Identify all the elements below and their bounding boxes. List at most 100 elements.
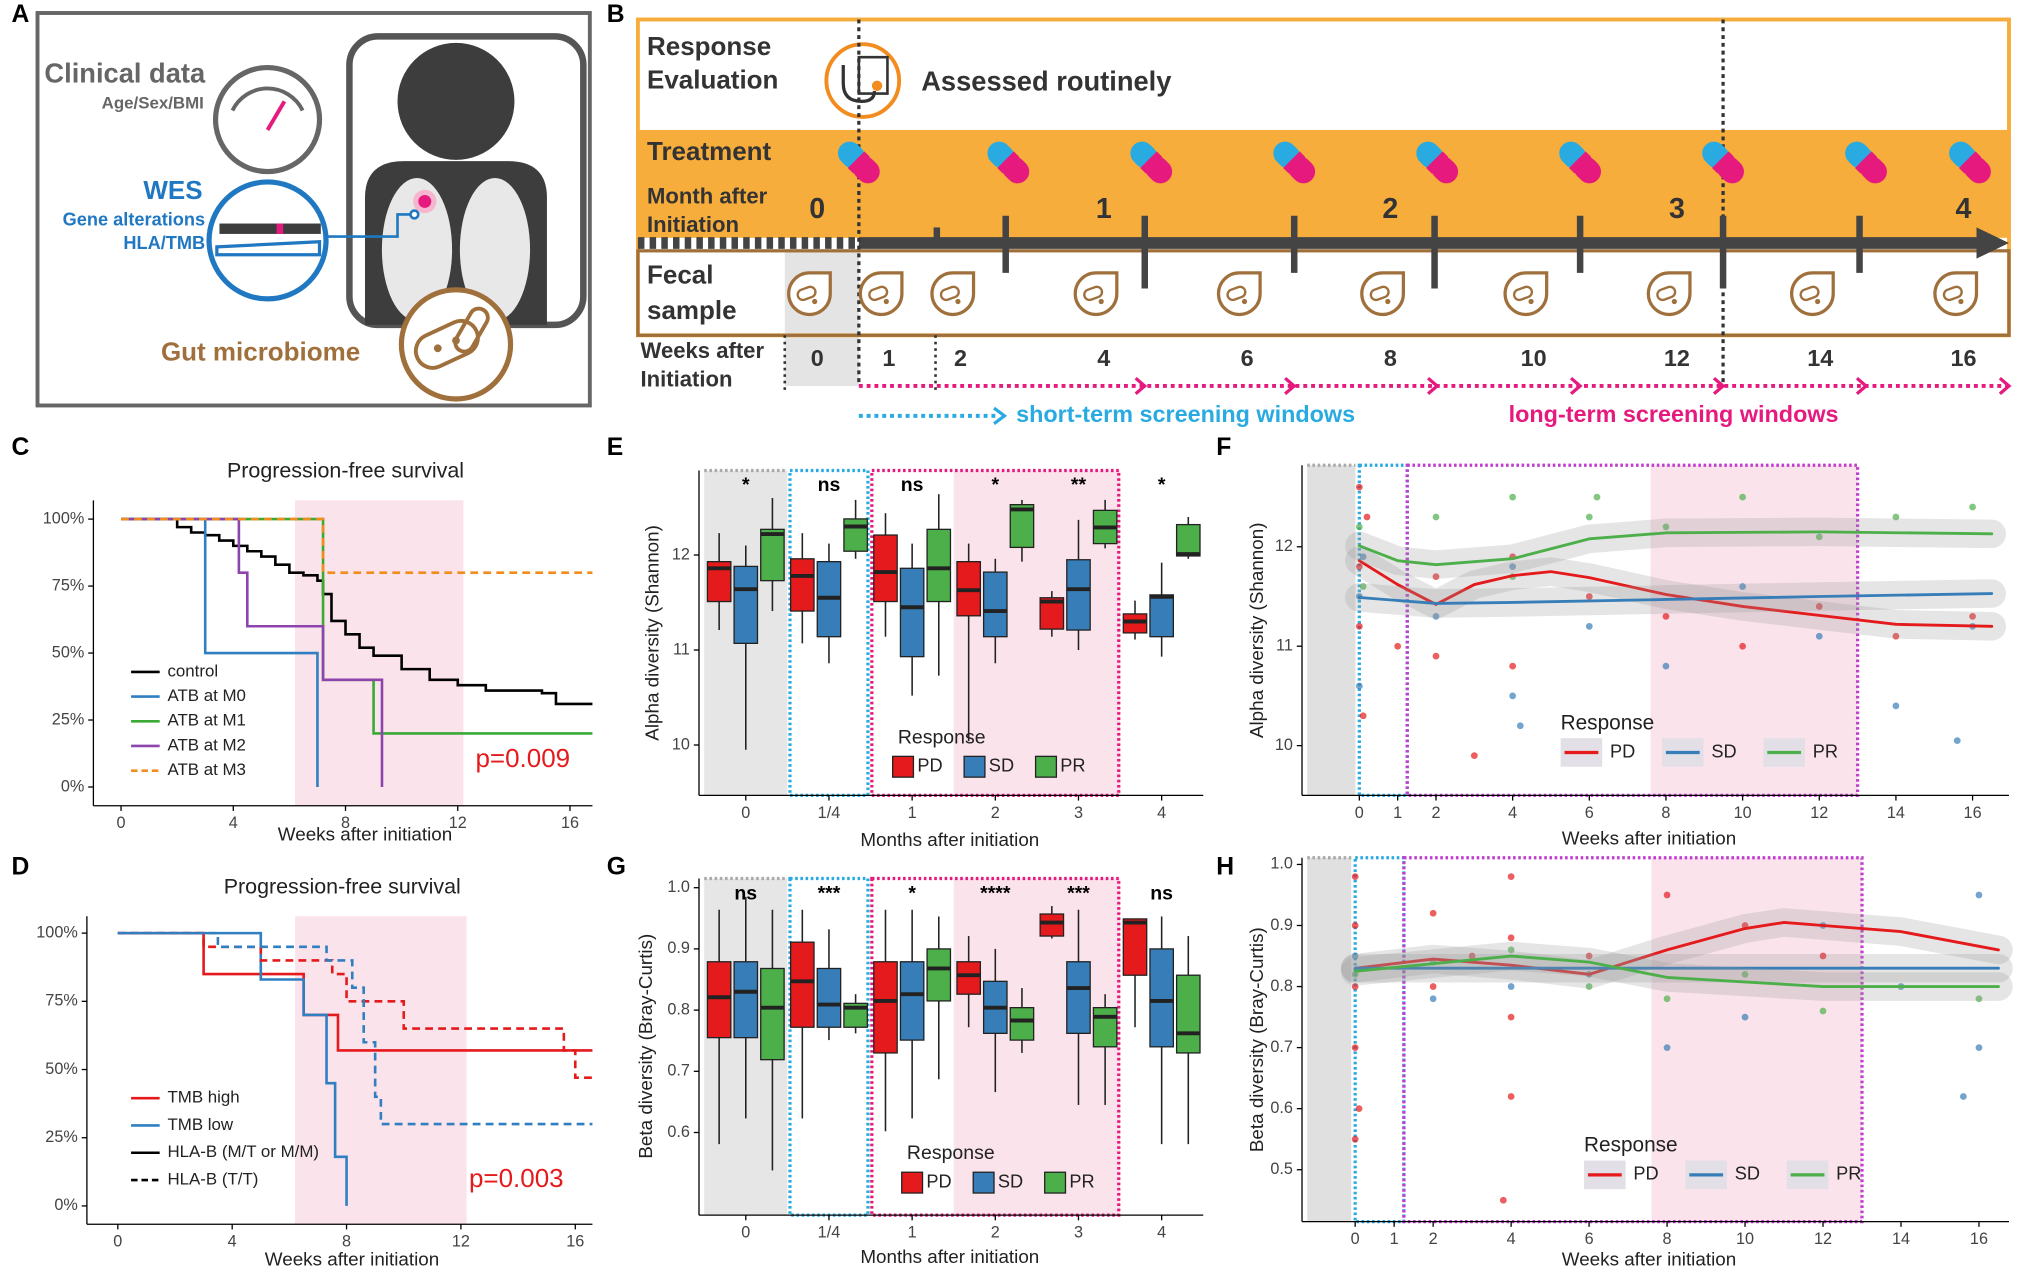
box (1066, 559, 1091, 631)
point (1470, 752, 1478, 759)
point (1969, 503, 1976, 511)
short-term-label: short-term screening windows (1016, 401, 1355, 427)
x-tick-label: 16 (561, 814, 579, 832)
point (1662, 523, 1670, 531)
row-label: Treatment (647, 136, 772, 166)
row-label: Initiation (641, 367, 733, 392)
point (1351, 970, 1359, 978)
box (706, 561, 732, 603)
y-tick-label: 75% (52, 576, 85, 594)
box (982, 571, 1008, 638)
pill-center (1140, 151, 1163, 174)
box (1039, 913, 1065, 937)
x-tick-label: 8 (341, 814, 350, 832)
microbe-dot (812, 298, 818, 305)
significance-label: * (742, 474, 750, 496)
survival-curve (117, 931, 348, 1206)
fecal-icon (1646, 271, 1692, 317)
microbe-dot (1385, 298, 1391, 305)
week-label: 6 (1241, 345, 1254, 371)
point (1815, 632, 1823, 640)
row-label: Weeks after (641, 338, 765, 363)
fecal-drop (1360, 271, 1406, 317)
y-tick-label: 0.6 (1270, 1099, 1293, 1117)
microbe-dot (1528, 298, 1534, 305)
box (899, 567, 925, 658)
significance-label: ns (901, 474, 924, 496)
fecal-icon (1503, 271, 1549, 317)
month-label: 0 (809, 193, 825, 225)
arrow-head (1134, 376, 1148, 396)
pill-center (1855, 151, 1878, 174)
legend-label: SD (989, 756, 1014, 776)
y-tick-label: 0.9 (667, 939, 690, 957)
fecal-icon (1360, 271, 1406, 317)
microbe-dot (955, 298, 961, 305)
point (1507, 934, 1515, 942)
row-label: sample (647, 295, 737, 325)
y-tick-label: 0.5 (1270, 1160, 1293, 1178)
y-tick-label: 12 (1275, 537, 1293, 555)
wes-title: WES (143, 175, 202, 205)
legend-title: Response (907, 1142, 995, 1164)
y-axis-label: Alpha diversity (Shannon) (1246, 522, 1267, 738)
microbe (1226, 285, 1247, 302)
legend-label: ATB at M3 (167, 760, 245, 779)
month-label: 4 (1956, 193, 1972, 225)
arrow-head (1284, 376, 1297, 396)
y-tick-label: 0.7 (1270, 1038, 1293, 1056)
point (1394, 642, 1402, 650)
arrow-head (993, 406, 1008, 425)
head (397, 42, 515, 160)
box (899, 961, 925, 1041)
point (1663, 891, 1671, 899)
pill-icon (1949, 141, 1991, 184)
point (1585, 983, 1593, 990)
box (873, 961, 898, 1054)
box (1175, 523, 1201, 557)
microbe-dot (1098, 298, 1104, 305)
lung-right (459, 178, 531, 321)
clinical-subtitle: Age/Sex/BMI (102, 93, 204, 112)
pill-center (1958, 151, 1982, 174)
panel-a: A Clinical data Age/Sex/BMI WES Gene alt… (12, 1, 592, 408)
x-tick-label: 8 (1661, 804, 1670, 822)
timeline-arrow (1976, 227, 2009, 259)
clinical-title: Clinical data (44, 58, 206, 89)
significance-label: ns (734, 882, 757, 904)
point (1351, 983, 1359, 990)
point (1351, 1044, 1359, 1051)
legend-label: PR (1069, 1171, 1094, 1191)
wes-icon (206, 179, 329, 302)
point (1355, 1105, 1363, 1113)
box (926, 528, 952, 603)
treatment-band (637, 129, 2009, 238)
microbe (1799, 285, 1820, 302)
row-label: Response (647, 31, 771, 61)
x-tick-label: 8 (342, 1233, 351, 1251)
significance-label: ns (1150, 882, 1173, 904)
x-tick-label: 12 (1810, 804, 1828, 822)
significance-label: *** (1067, 882, 1090, 904)
point (1468, 952, 1476, 960)
point (1585, 593, 1593, 600)
x-tick-label: 10 (1734, 804, 1752, 822)
x-tick-label: 10 (1736, 1230, 1754, 1248)
survival-curve (117, 931, 593, 1126)
point (1662, 613, 1670, 620)
point (1429, 983, 1437, 990)
pill-center (1569, 151, 1592, 174)
arrow-head (1427, 376, 1440, 396)
point (1351, 873, 1359, 881)
legend-swatch (963, 755, 986, 778)
x-tick-label: 0 (113, 1233, 122, 1251)
panel-label: H (1216, 854, 1234, 881)
wes-connector-end (409, 209, 420, 220)
point (1355, 483, 1363, 491)
arrow-head (1998, 376, 2012, 396)
point (1355, 523, 1363, 531)
microbe-dot (1671, 298, 1677, 305)
arrow-head (1712, 376, 1726, 396)
panel-label: F (1216, 434, 1231, 461)
